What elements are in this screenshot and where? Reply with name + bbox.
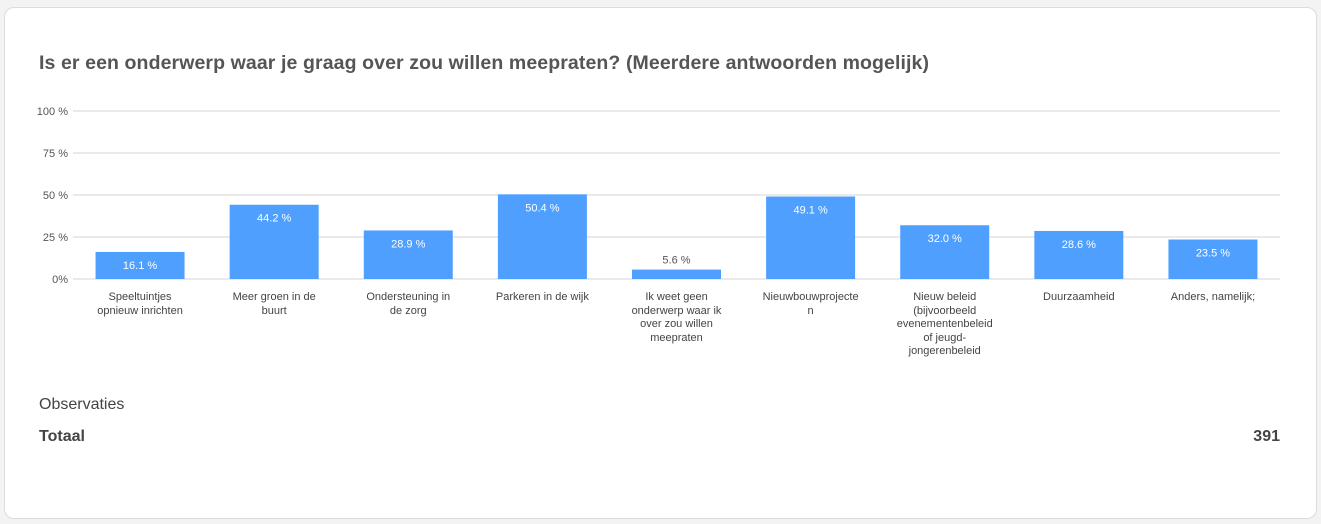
x-tick-label: Nieuwbouwprojecte n [762, 291, 859, 317]
bar [766, 196, 856, 279]
observations-label: Observaties [39, 396, 125, 413]
x-tick-label: Ondersteuning in de zorg [366, 291, 451, 317]
y-tick-label: 75 % [43, 148, 68, 160]
x-tick-label: Meer groen in de buurt [232, 291, 316, 317]
y-tick-label: 100 % [37, 106, 68, 118]
bar [363, 230, 453, 279]
chart-title: Is er een onderwerp waar je graag over z… [39, 52, 930, 74]
data-label: 28.9 % [391, 238, 425, 250]
bar [95, 251, 185, 279]
bar [1034, 230, 1124, 279]
total-value: 391 [1253, 428, 1280, 445]
x-tick-label: Nieuw beleid (bijvoorbeeld evenementenbe… [896, 291, 993, 357]
y-tick-label: 0% [52, 274, 68, 286]
x-tick-label: Duurzaamheid [1043, 291, 1115, 303]
data-label: 16.1 % [123, 260, 157, 272]
data-label: 50.4 % [525, 202, 559, 214]
bar [229, 204, 319, 279]
x-tick-label: Parkeren in de wijk [495, 291, 589, 303]
data-label: 23.5 % [1196, 248, 1230, 260]
data-label: 28.6 % [1062, 239, 1096, 251]
bar [1168, 239, 1258, 279]
data-label: 5.6 % [662, 255, 690, 267]
y-tick-label: 50 % [43, 190, 68, 202]
data-label: 49.1 % [793, 205, 827, 217]
x-tick-label: Ik weet geen onderwerp waar ik over zou … [631, 291, 722, 344]
data-label: 32.0 % [928, 233, 962, 245]
data-label: 44.2 % [257, 213, 291, 225]
bar [497, 194, 587, 279]
y-tick-label: 25 % [43, 232, 68, 244]
total-label: Totaal [39, 428, 85, 445]
bar [900, 225, 990, 279]
x-tick-label: Anders, namelijk; [1170, 291, 1256, 303]
bar [632, 269, 721, 279]
x-tick-label: Speeltuintjes opnieuw inrichten [97, 291, 183, 317]
